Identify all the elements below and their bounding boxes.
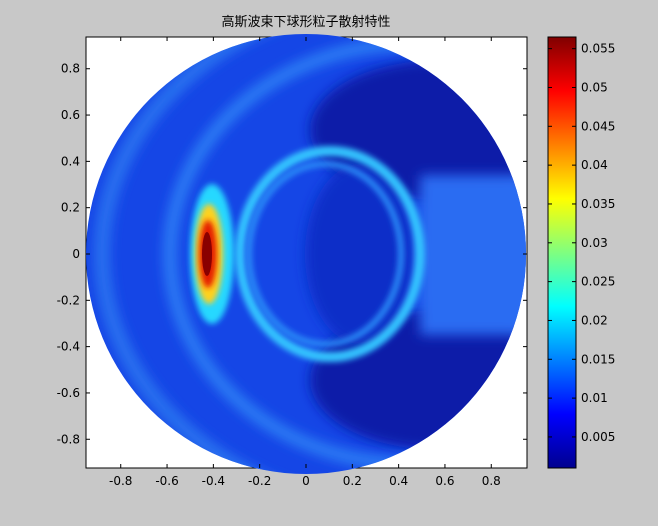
colorbar-tick-label: 0.04 [581, 158, 608, 172]
colorbar-tick-label: 0.045 [581, 119, 615, 133]
y-tick-label: 0.2 [61, 201, 80, 215]
y-tick-label: 0.4 [61, 154, 80, 168]
y-tick-label: -0.2 [57, 293, 80, 307]
colorbar-tick-label: 0.015 [581, 352, 615, 366]
colorbar-tick-label: 0.025 [581, 275, 615, 289]
colorbar-tick-label: 0.01 [581, 391, 608, 405]
y-tick-label: -0.8 [57, 432, 80, 446]
colorbar-ticks: 0.055 0.05 0.045 0.04 0.035 0.03 0.025 0.02 0.01… [548, 42, 615, 444]
x-tick-label: -0.4 [202, 474, 225, 488]
colorbar-tick-label: 0.055 [581, 42, 615, 56]
y-tick-label: 0.8 [61, 62, 80, 76]
y-tick-label: 0.6 [61, 108, 80, 122]
heatmap-dark-center [305, 164, 415, 344]
x-tick-label: 0.6 [435, 474, 454, 488]
heatmap-forward-beam [420, 175, 526, 335]
colorbar-tick-label: 0.03 [581, 236, 608, 250]
heatmap-outer-arc [95, 34, 526, 474]
heatmap-peak-core [202, 232, 212, 276]
heatmap [86, 34, 526, 474]
colorbar-tick-label: 0.05 [581, 80, 608, 94]
colorbar-tick-label: 0.02 [581, 313, 608, 327]
x-axis-ticks: -0.8 -0.6 -0.4 -0.2 0 0.2 0.4 0.6 0.8 [109, 37, 501, 488]
y-tick-label: 0 [72, 247, 80, 261]
y-tick-label: -0.4 [57, 340, 80, 354]
y-axis-ticks: 0.8 0.6 0.4 0.2 0 -0.2 -0.4 -0.6 -0.8 [57, 62, 527, 446]
colorbar [547, 36, 577, 469]
x-tick-label: -0.2 [248, 474, 271, 488]
y-tick-label: -0.6 [57, 386, 80, 400]
heatmap-inner-arc [235, 146, 425, 362]
x-tick-label: 0 [302, 474, 310, 488]
x-tick-label: -0.6 [155, 474, 178, 488]
colorbar-tick-label: 0.035 [581, 197, 615, 211]
x-tick-label: -0.8 [109, 474, 132, 488]
x-tick-label: 0.4 [389, 474, 408, 488]
colorbar-tick-label: 0.005 [581, 430, 615, 444]
x-tick-label: 0.8 [482, 474, 501, 488]
x-tick-label: 0.2 [343, 474, 362, 488]
heatmap-inner-arc-2 [246, 161, 404, 347]
chart-title: 高斯波束下球形粒子散射特性 [221, 14, 390, 30]
